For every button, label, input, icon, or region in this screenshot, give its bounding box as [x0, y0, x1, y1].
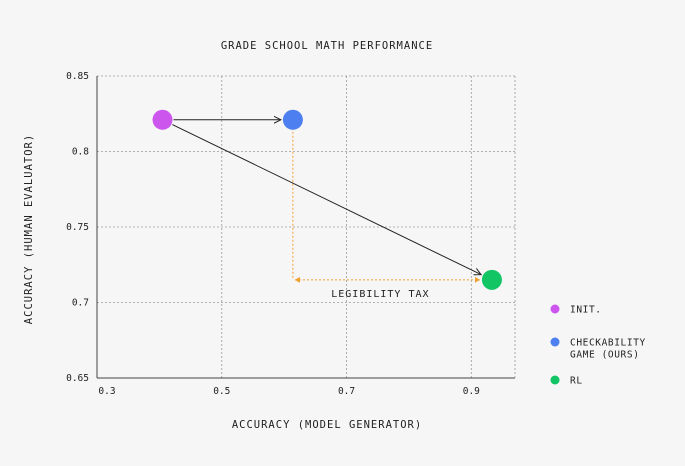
plot-frame	[96, 76, 516, 379]
legend-marker	[550, 375, 560, 385]
legibility-tax-annotation: LEGIBILITY TAX	[292, 131, 480, 300]
arrows	[172, 120, 481, 275]
y-tick-label: 0.85	[66, 71, 89, 82]
x-axis-label: ACCURACY (MODEL GENERATOR)	[232, 419, 422, 431]
y-tick-label: 0.65	[66, 373, 89, 384]
legend-label: RL	[570, 376, 583, 387]
y-tick-label: 0.7	[72, 298, 89, 309]
x-tick-label: 0.7	[338, 386, 355, 397]
x-tick-label: 0.3	[98, 386, 115, 397]
grid-lines	[97, 75, 515, 378]
x-tick-label: 0.9	[463, 386, 480, 397]
y-tick-label: 0.8	[72, 147, 89, 158]
data-point	[282, 109, 303, 130]
legend-marker	[550, 304, 560, 314]
legibility-tax-label: LEGIBILITY TAX	[331, 289, 429, 300]
arrow-line	[172, 124, 481, 275]
legend-marker	[550, 337, 560, 347]
tick-labels: 0.3 0.5 0.7 0.9 0.65 0.7 0.75 0.8 0.85	[66, 71, 480, 397]
y-axis-label: ACCURACY (HUMAN EVALUATOR)	[23, 134, 35, 324]
data-points	[152, 109, 502, 290]
data-point	[152, 109, 173, 130]
legend-label: GAME (OURS)	[570, 350, 640, 361]
data-point	[481, 269, 502, 290]
legend-label: CHECKABILITY	[570, 338, 646, 349]
x-tick-label: 0.5	[213, 386, 230, 397]
y-tick-label: 0.75	[66, 222, 89, 233]
legend-label: INIT.	[570, 305, 602, 316]
chart-title: GRADE SCHOOL MATH PERFORMANCE	[221, 40, 433, 52]
